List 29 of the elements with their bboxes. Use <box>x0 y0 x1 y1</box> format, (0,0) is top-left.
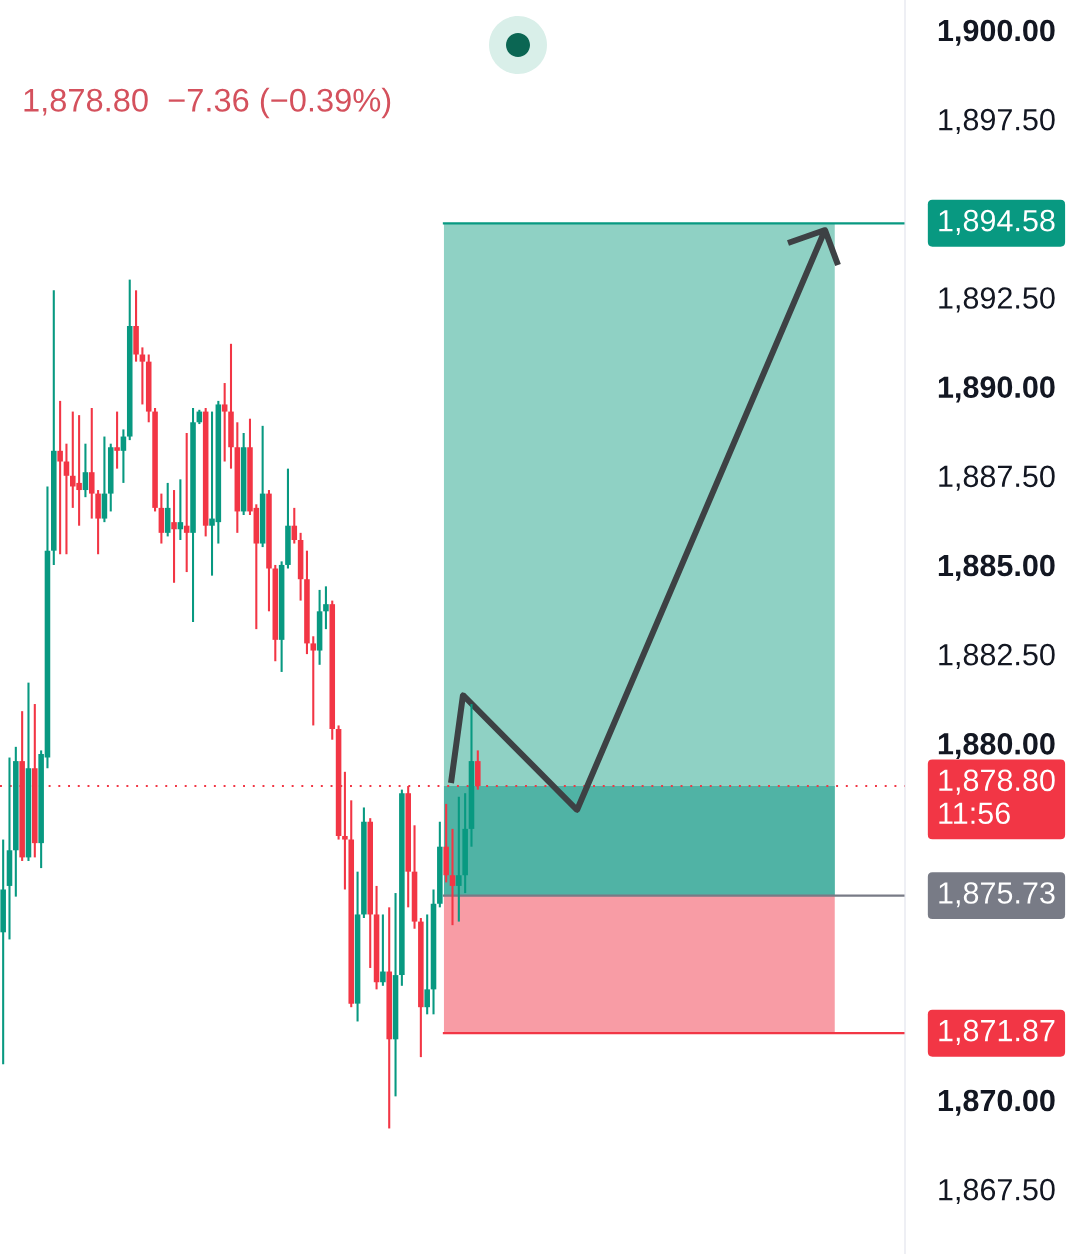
y-tick-label: 1,890.00 <box>938 376 1055 403</box>
ref-line-label: 1,894.58 <box>939 209 1055 236</box>
ref-line-label: 1,871.87 <box>939 1019 1055 1046</box>
candlestick <box>291 506 298 545</box>
y-tick-label: 1,882.50 <box>939 643 1055 670</box>
candlestick <box>380 913 386 987</box>
candlestick <box>342 770 348 891</box>
y-tick-label: 1,897.50 <box>939 108 1055 135</box>
candlestick <box>323 585 329 631</box>
y-tick-label: 1,885.00 <box>938 554 1055 581</box>
y-tick-label: 1,887.50 <box>939 465 1055 491</box>
candlestick <box>449 827 456 927</box>
ref-line-label: 1,878.80 11:56 <box>939 769 1055 825</box>
candlestick <box>82 442 89 499</box>
y-tick-label: 1,900.00 <box>938 19 1055 46</box>
candlestick <box>88 406 95 520</box>
candlestick <box>114 410 120 470</box>
candlestick <box>424 913 430 1016</box>
y-tick-label: 1,867.50 <box>939 1178 1055 1205</box>
candlestick <box>221 382 228 463</box>
y-tick-label: 1,870.00 <box>938 1089 1055 1116</box>
candlestick <box>171 489 177 584</box>
y-tick-label: 1,880.00 <box>938 733 1055 760</box>
candlestick <box>310 635 317 727</box>
candlestick <box>57 399 63 556</box>
y-tick-label: 1,892.50 <box>939 287 1055 313</box>
ref-line-label: 1,875.73 <box>939 882 1055 908</box>
candlestick <box>456 795 462 923</box>
text: 1,878.80 −7.36 (−0.39%) <box>24 87 391 119</box>
